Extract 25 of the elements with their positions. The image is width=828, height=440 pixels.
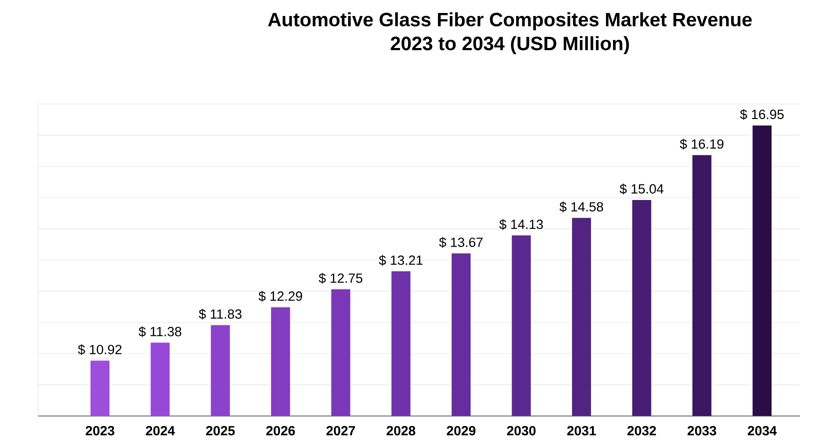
x-tick-label: 2023: [86, 426, 114, 436]
data-label: $ 16.95: [740, 109, 784, 120]
x-tick-label: 2027: [326, 426, 355, 436]
x-tick-label: 2024: [146, 426, 175, 436]
x-tick-label: 2026: [266, 426, 295, 436]
data-label: $ 14.13: [499, 219, 543, 230]
chart-title: Automotive Glass Fiber Composites Market Revenue 2023 to 2034 (USD Million): [268, 12, 752, 54]
data-label: $ 12.75: [318, 272, 362, 284]
x-tick-label: 2029: [446, 426, 476, 436]
x-tick-label: 2030: [507, 426, 536, 436]
x-tick-label: 2025: [206, 426, 235, 436]
data-label: $ 13.21: [378, 254, 422, 266]
data-label: $ 13.67: [439, 237, 483, 248]
data-label: $ 11.38: [138, 326, 182, 338]
x-tick-label: 2033: [688, 426, 716, 436]
data-label: $ 12.29: [258, 290, 302, 302]
data-label: $ 11.83: [198, 308, 242, 320]
x-tick-label: 2032: [627, 426, 656, 436]
x-tick-label: 2028: [386, 426, 416, 436]
data-label: $ 16.19: [680, 138, 724, 150]
x-tick-label: 2034: [748, 426, 777, 436]
data-label: $ 14.58: [560, 202, 604, 212]
data-label: $ 15.04: [620, 184, 664, 194]
x-tick-label: 2031: [567, 426, 596, 436]
data-label: $ 10.92: [78, 344, 122, 356]
